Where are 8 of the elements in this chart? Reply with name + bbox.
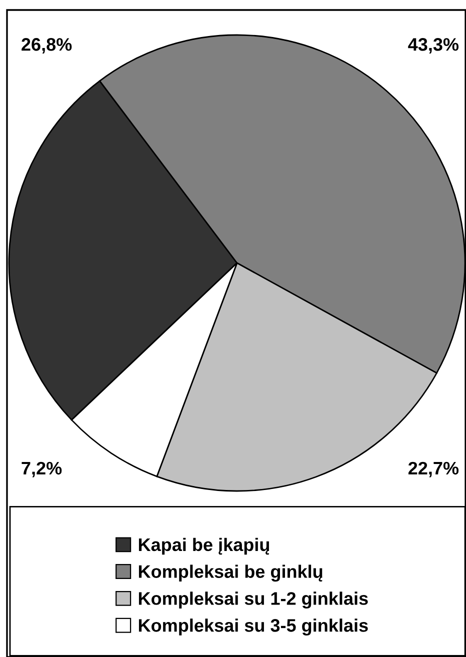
legend-label: Kapai be įkapių (138, 538, 270, 555)
data-label: 26,8% (22, 38, 72, 54)
legend-label: Kompleksai su 1-2 ginklais (138, 592, 368, 609)
data-label: 43,3% (408, 38, 459, 54)
data-label: 7,2% (22, 462, 62, 478)
data-label: 22,7% (408, 462, 459, 478)
legend-label: Kompleksai be ginklų (138, 564, 322, 582)
legend-label: Kompleksai su 3-5 ginklais (138, 618, 368, 636)
